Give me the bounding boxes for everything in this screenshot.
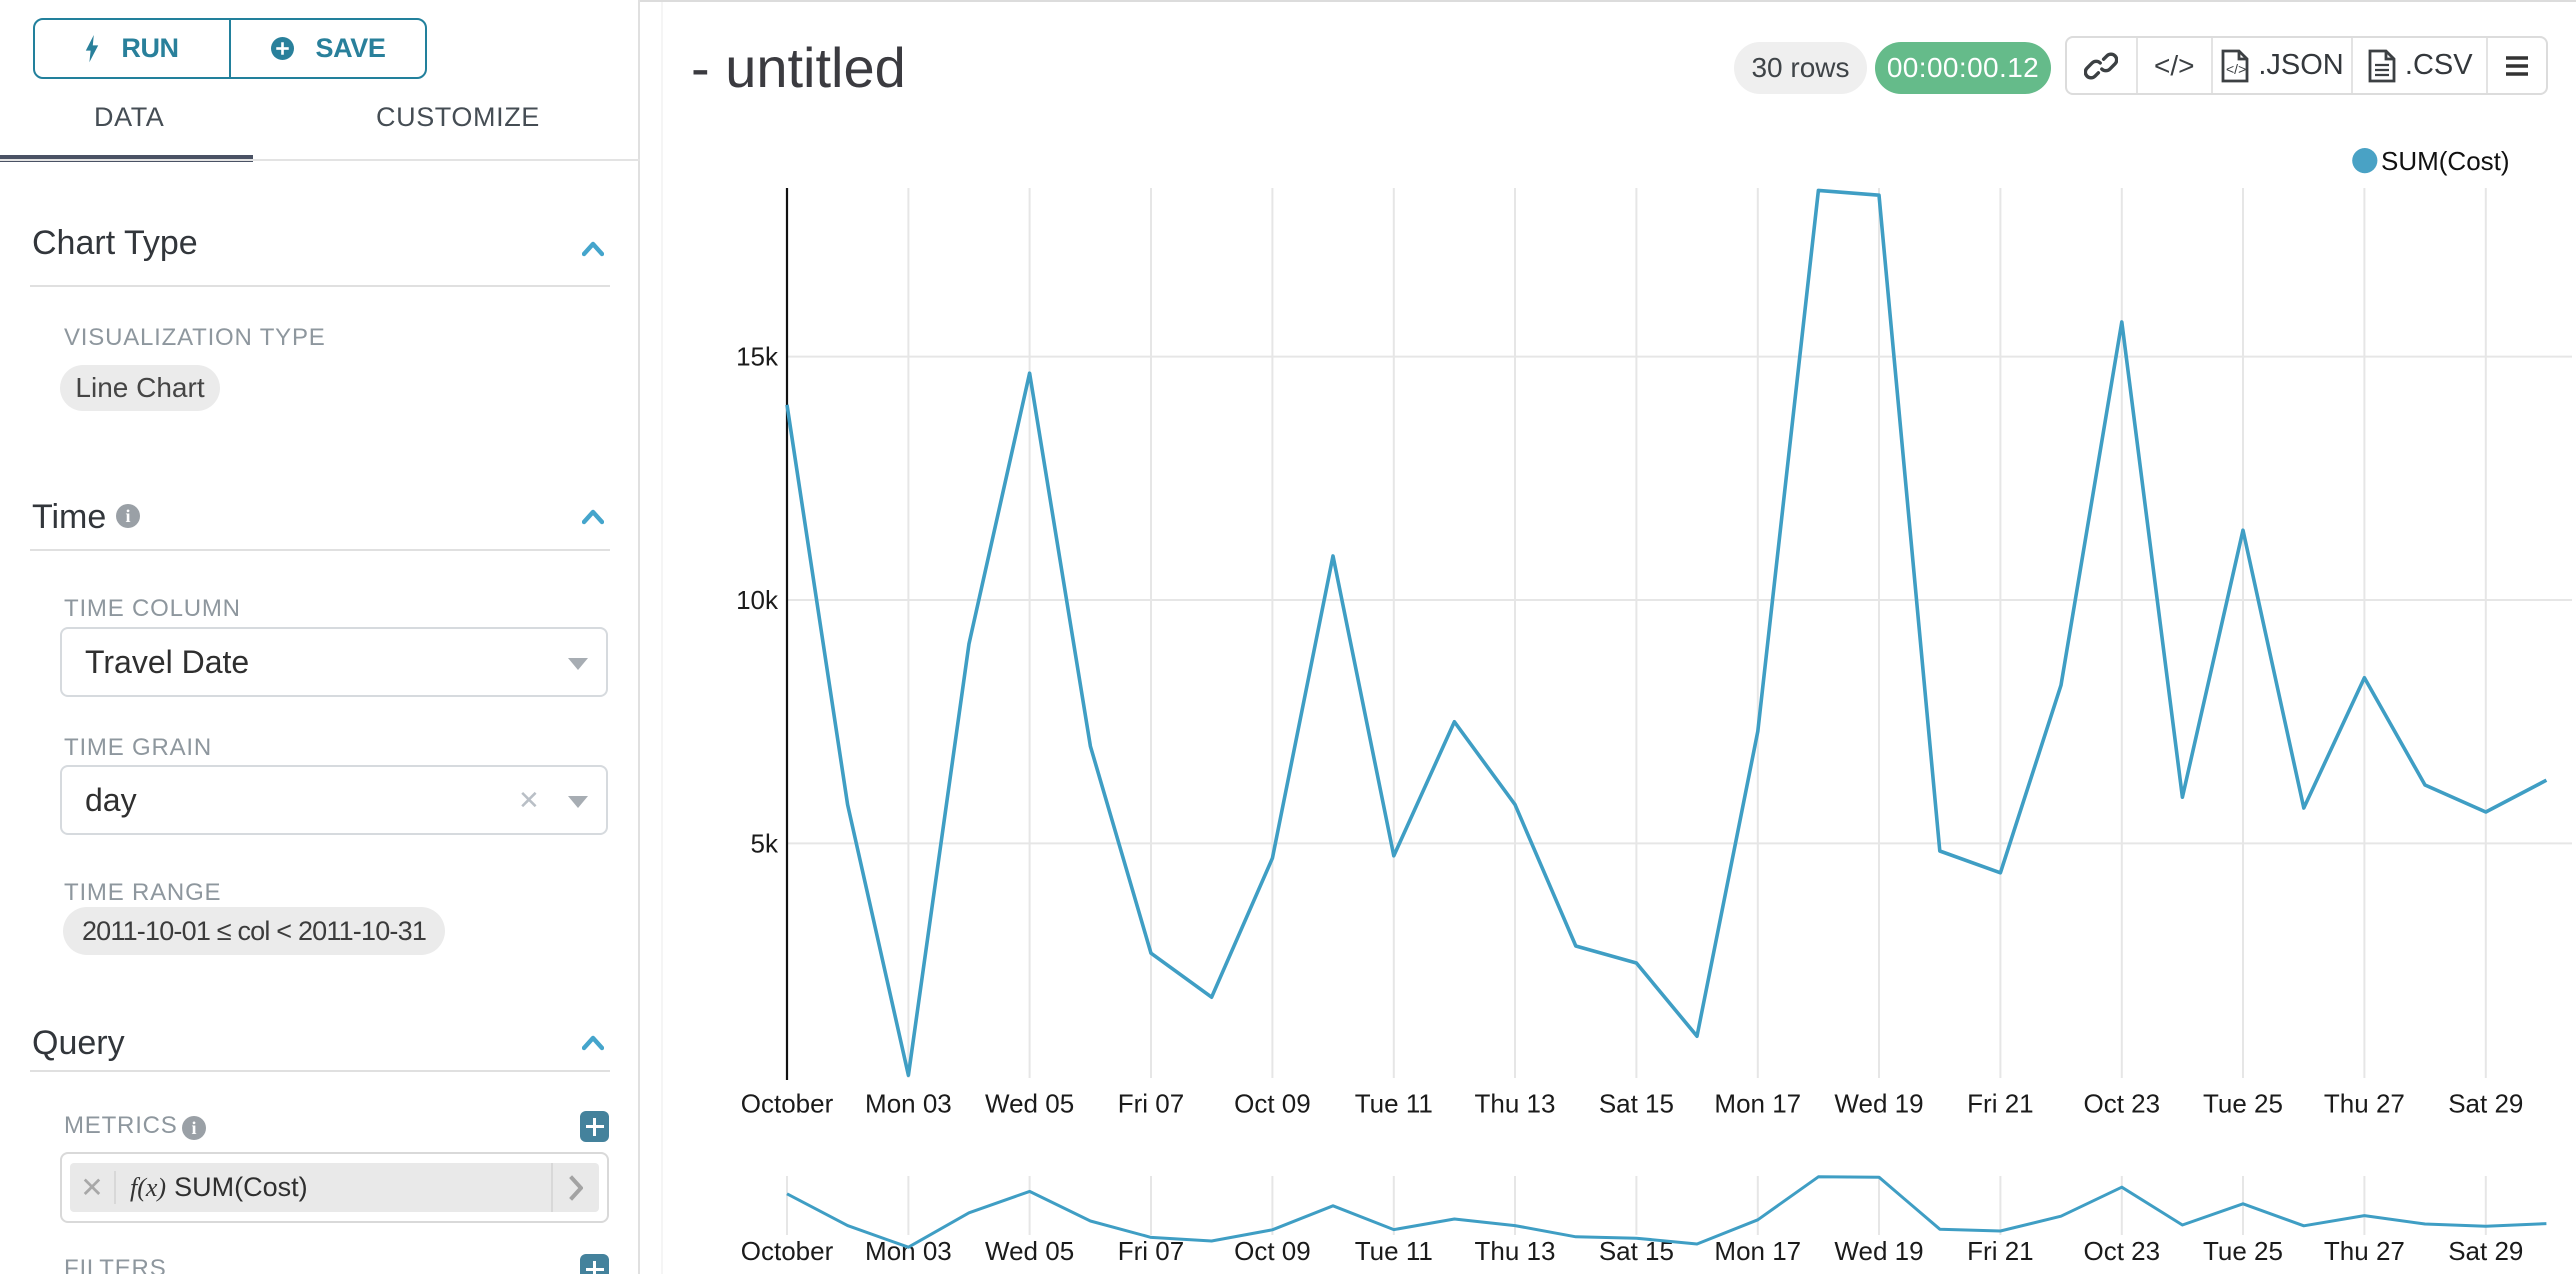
svg-text:Fri 21: Fri 21 bbox=[1967, 1236, 2033, 1266]
svg-text:Tue 11: Tue 11 bbox=[1355, 1236, 1433, 1266]
svg-text:October: October bbox=[741, 1089, 834, 1119]
svg-text:Thu 27: Thu 27 bbox=[2324, 1089, 2405, 1119]
svg-text:Thu 27: Thu 27 bbox=[2324, 1236, 2405, 1266]
svg-text:5k: 5k bbox=[751, 828, 779, 858]
svg-text:Mon 17: Mon 17 bbox=[1714, 1236, 1801, 1266]
svg-text:Wed 05: Wed 05 bbox=[985, 1236, 1074, 1266]
svg-text:Oct 23: Oct 23 bbox=[2084, 1089, 2161, 1119]
svg-text:Fri 21: Fri 21 bbox=[1967, 1089, 2033, 1119]
svg-text:Tue 25: Tue 25 bbox=[2203, 1236, 2283, 1266]
svg-text:15k: 15k bbox=[736, 342, 779, 372]
svg-text:</>: </> bbox=[2226, 61, 2246, 77]
svg-text:Wed 19: Wed 19 bbox=[1834, 1089, 1923, 1119]
svg-text:Sat 29: Sat 29 bbox=[2448, 1236, 2523, 1266]
svg-text:Mon 17: Mon 17 bbox=[1714, 1089, 1801, 1119]
svg-text:Oct 09: Oct 09 bbox=[1234, 1089, 1311, 1119]
svg-text:Tue 25: Tue 25 bbox=[2203, 1089, 2283, 1119]
svg-text:Sat 15: Sat 15 bbox=[1599, 1089, 1674, 1119]
svg-text:Mon 03: Mon 03 bbox=[865, 1236, 952, 1266]
svg-text:Fri 07: Fri 07 bbox=[1118, 1236, 1184, 1266]
svg-text:Thu 13: Thu 13 bbox=[1475, 1089, 1556, 1119]
svg-text:SUM(Cost): SUM(Cost) bbox=[2381, 146, 2510, 176]
svg-text:Oct 23: Oct 23 bbox=[2084, 1236, 2161, 1266]
svg-text:October: October bbox=[741, 1236, 834, 1266]
svg-text:Wed 19: Wed 19 bbox=[1834, 1236, 1923, 1266]
svg-text:Wed 05: Wed 05 bbox=[985, 1089, 1074, 1119]
svg-text:Sat 29: Sat 29 bbox=[2448, 1089, 2523, 1119]
svg-text:Fri 07: Fri 07 bbox=[1118, 1089, 1184, 1119]
svg-text:Oct 09: Oct 09 bbox=[1234, 1236, 1311, 1266]
svg-text:Mon 03: Mon 03 bbox=[865, 1089, 952, 1119]
svg-text:10k: 10k bbox=[736, 585, 779, 615]
svg-text:Thu 13: Thu 13 bbox=[1475, 1236, 1556, 1266]
svg-text:Tue 11: Tue 11 bbox=[1355, 1089, 1433, 1119]
